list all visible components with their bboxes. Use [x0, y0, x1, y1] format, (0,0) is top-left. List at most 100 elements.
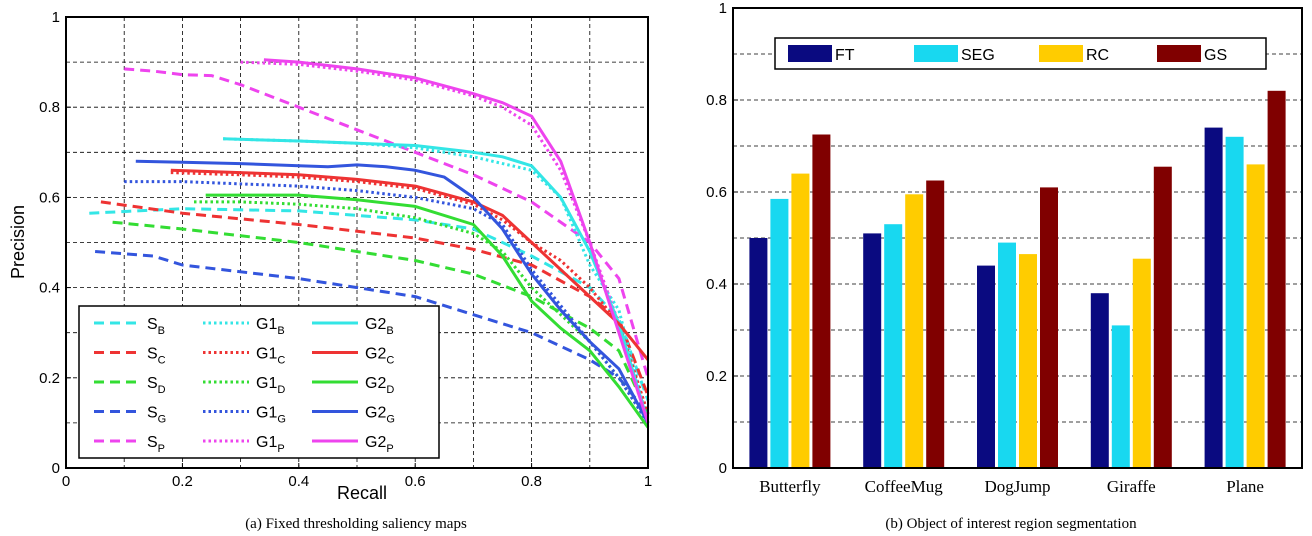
x-axis-label: Recall	[337, 483, 387, 503]
legend-box	[78, 305, 440, 459]
x-tick-label: 0.8	[521, 473, 542, 490]
series-line-s-b	[89, 207, 650, 401]
plot-frame	[732, 7, 1303, 469]
legend-label-main: G1	[256, 316, 277, 333]
right-chart-segmentation-bars: Butterfly CoffeeMug DogJump Giraffe Plane 0 0.…	[706, 0, 1303, 532]
bar-gs-dogjump	[1040, 187, 1058, 468]
bar-ft-dogjump	[977, 265, 995, 468]
legend-label-subscript: C	[386, 355, 394, 367]
legend-label-main: G2	[365, 316, 386, 333]
bar-seg-giraffe	[1111, 325, 1130, 468]
legend-label-subscript: G	[386, 414, 395, 426]
category-label: CoffeeMug	[865, 477, 944, 496]
series-line-g2-d	[205, 193, 650, 429]
series-line-g2-p	[263, 58, 650, 424]
legend-label-main: G1	[256, 346, 277, 363]
x-tick-label: 0	[62, 473, 70, 490]
legend-label-main: S	[147, 434, 158, 451]
bar-gs-butterfly	[812, 134, 831, 468]
legend-label-subscript: B	[277, 325, 284, 337]
legend-label: G2G	[365, 405, 395, 426]
category-label: Butterfly	[759, 477, 821, 496]
bar-rc-butterfly	[791, 173, 810, 468]
legend-label-main: G1	[256, 434, 277, 451]
y-axis-label: Precision	[8, 205, 28, 279]
bar-ft-plane	[1204, 127, 1223, 468]
y-tick-label: 1	[719, 0, 727, 17]
bar-rc-giraffe	[1132, 258, 1151, 468]
bar-rc-coffeemug	[905, 194, 924, 469]
legend-label: G1P	[256, 434, 285, 455]
bar-seg-dogjump	[998, 242, 1016, 468]
bar-ft-butterfly	[749, 238, 768, 468]
legend-label: SB	[147, 316, 165, 337]
legend-label: SG	[147, 405, 166, 426]
legend-label: G2C	[365, 346, 394, 367]
series-line-g2-g	[135, 159, 650, 424]
legend-label: G2D	[365, 375, 394, 396]
legend-swatch	[788, 45, 832, 62]
legend: FT SEG RC GS	[774, 37, 1267, 70]
legend-label-main: G2	[365, 375, 386, 392]
y-tick-label: 0.4	[706, 276, 727, 293]
legend-label: FT	[835, 47, 855, 64]
legend-label-main: G2	[365, 434, 386, 451]
legend-label-main: G2	[365, 405, 386, 422]
bar-seg-butterfly	[770, 198, 789, 468]
legend-label: SP	[147, 434, 165, 455]
series-line-g2-c	[170, 168, 650, 361]
series-line-s-c	[100, 200, 650, 397]
legend-label-subscript: B	[386, 325, 393, 337]
legend-label-subscript: P	[386, 443, 393, 455]
y-tick-label: 0.6	[39, 189, 60, 206]
legend-label: G1B	[256, 316, 285, 337]
bar-gs-plane	[1267, 90, 1286, 469]
legend-label-main: S	[147, 375, 158, 392]
legend-label-subscript: P	[158, 443, 165, 455]
legend-label-subscript: G	[277, 414, 286, 426]
category-label: Giraffe	[1107, 477, 1156, 496]
legend-label-subscript: C	[277, 355, 285, 367]
series-line-g1-d	[194, 200, 650, 424]
y-tick-label: 0.8	[706, 92, 727, 109]
x-tick-label: 0.6	[405, 473, 426, 490]
legend-label-subscript: P	[277, 443, 284, 455]
bar-ft-coffeemug	[863, 233, 882, 468]
legend-label-subscript: D	[386, 384, 394, 396]
legend-label-subscript: B	[158, 325, 165, 337]
legend-swatch	[1039, 45, 1083, 62]
x-tick-label: 0.2	[172, 473, 193, 490]
bar-rc-plane	[1246, 164, 1265, 468]
y-tick-label: 0	[719, 460, 727, 477]
bar-seg-plane	[1225, 136, 1244, 469]
bar-seg-coffeemug	[884, 224, 903, 468]
caption-a: (a) Fixed thresholding saliency maps	[245, 516, 467, 532]
legend-label: SEG	[961, 47, 995, 64]
category-label: DogJump	[984, 477, 1050, 496]
legend-label-subscript: D	[158, 384, 166, 396]
y-tick-label: 0	[52, 460, 60, 477]
x-tick-label: 1	[644, 473, 652, 490]
category-label: Plane	[1226, 477, 1264, 496]
bar-rc-dogjump	[1019, 254, 1037, 468]
legend-label-main: G1	[256, 405, 277, 422]
bar-gs-giraffe	[1153, 166, 1172, 468]
y-tick-label: 0.6	[706, 184, 727, 201]
bar-gs-coffeemug	[926, 180, 945, 468]
series-line-s-g	[94, 250, 650, 415]
legend-label: SC	[147, 346, 166, 367]
series-line-s-d	[112, 220, 650, 415]
bar-ft-giraffe	[1090, 293, 1109, 468]
legend-label: G2B	[365, 316, 394, 337]
legend-label-subscript: D	[277, 384, 285, 396]
legend-label: RC	[1086, 47, 1109, 64]
y-tick-label: 0.2	[39, 370, 60, 387]
x-tick-label: 0.4	[288, 473, 309, 490]
legend-label-subscript: G	[158, 414, 167, 426]
legend-label-main: S	[147, 346, 158, 363]
legend-swatch	[1157, 45, 1201, 62]
legend-label-main: G1	[256, 375, 277, 392]
legend-label: SD	[147, 375, 166, 396]
